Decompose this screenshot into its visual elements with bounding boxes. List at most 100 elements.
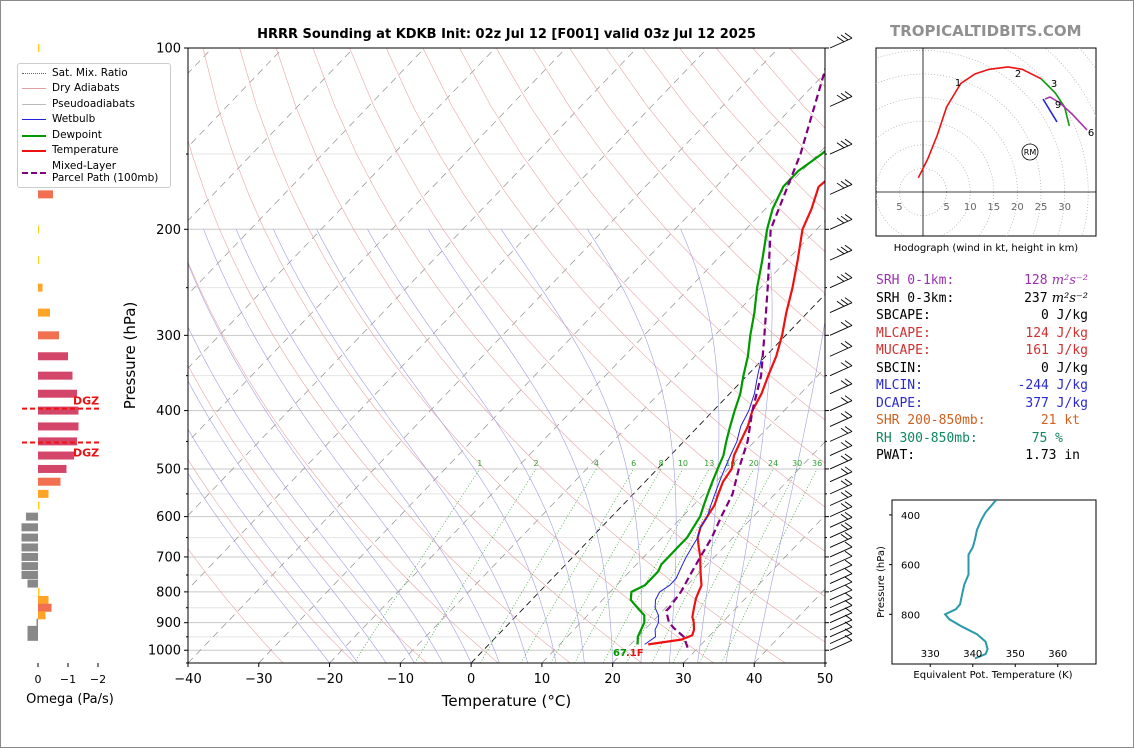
theta-e-y-tick-label: 600 — [901, 561, 920, 572]
stat-number: -244 — [1017, 378, 1049, 393]
wind-barb-shaft — [829, 184, 853, 195]
pseudoadiabat — [501, 229, 642, 663]
wind-barb-flag — [840, 215, 849, 222]
wind-barb-flag — [840, 513, 849, 520]
wind-barb-flag — [844, 320, 853, 326]
dry-adiabat — [569, 48, 825, 336]
wind-barb-shaft — [829, 431, 853, 442]
mixing-ratio-line — [414, 468, 537, 663]
stat-unit: m²s⁻² — [1047, 273, 1088, 288]
wind-barb-flag — [844, 440, 853, 446]
wind-barb-flag — [844, 628, 853, 635]
dry-adiabat — [532, 48, 825, 378]
mixing-ratio-line — [721, 468, 818, 663]
omega-bar — [38, 603, 52, 612]
omega-bar — [38, 477, 61, 486]
omega-bar — [27, 632, 38, 641]
wind-barb-shaft — [829, 277, 853, 289]
wind-barb-flag — [844, 621, 853, 628]
wind-barb-shaft — [829, 458, 853, 470]
stat-unit: J/kg — [1048, 378, 1088, 393]
wind-barb-flag — [844, 395, 853, 402]
wind-barb-shaft — [829, 546, 853, 558]
isotherm — [258, 72, 825, 663]
stat-label: PWAT: — [876, 448, 916, 463]
pseudoadiabat — [188, 428, 359, 663]
wind-barb-shaft — [829, 416, 853, 427]
stat-row: PWAT: 1.73 in — [876, 447, 1116, 465]
surface-temp-label: .1F — [626, 648, 644, 659]
dry-adiabat — [188, 548, 284, 663]
dry-adiabat — [188, 138, 571, 663]
omega-bar — [27, 579, 38, 588]
wind-barb-flag — [840, 412, 849, 419]
wind-barb-shaft — [829, 639, 853, 651]
wind-barb-shaft — [829, 345, 853, 357]
stat-value: 161 J/kg — [1025, 342, 1088, 360]
wind-barb-shaft — [829, 626, 853, 638]
dry-adiabat — [312, 48, 825, 643]
wind-barb-flag — [836, 182, 845, 189]
pseudoadiabat — [188, 326, 415, 663]
legend-swatch-mixratio — [22, 73, 46, 74]
wind-barb-flag — [844, 532, 853, 538]
legend-swatch-pseudo — [22, 104, 46, 105]
wind-barb-flag — [844, 91, 853, 97]
stat-value: 0 J/kg — [1041, 360, 1088, 378]
hodograph-ring-label: 10 — [964, 202, 977, 213]
wetbulb-line — [644, 356, 763, 645]
wind-barb-flag — [844, 244, 853, 251]
pseudoadiabat — [316, 229, 557, 663]
wind-barb-shaft — [829, 537, 853, 548]
omega-bar — [21, 523, 38, 532]
omega-bar — [38, 437, 77, 446]
stat-row: DCAPE: 377 J/kg — [876, 395, 1116, 413]
wind-barb-flag — [836, 94, 845, 101]
pseudoadiabat — [428, 229, 613, 663]
dewpoint-line — [629, 149, 825, 645]
omega-bar — [38, 489, 49, 498]
hodograph-ring-label: 20 — [1011, 202, 1024, 213]
wind-barb-flag — [840, 299, 849, 305]
hodograph-height-label: 2 — [1015, 69, 1021, 80]
wind-barb-flag — [836, 248, 845, 255]
stat-unit: J/kg — [1048, 308, 1088, 323]
omega-bar — [38, 422, 79, 431]
wind-barb-shaft — [829, 495, 853, 506]
stat-row: MUCAPE: 161 J/kg — [876, 342, 1116, 360]
omega-x-tick-label: −2 — [90, 673, 106, 686]
stat-number: 377 — [1025, 395, 1049, 411]
wind-barb-shaft — [829, 143, 853, 155]
wind-barb-flag — [844, 478, 853, 485]
mixing-ratio-label: 4 — [594, 459, 599, 468]
omega-bar — [38, 256, 39, 265]
wind-barb-flag — [844, 541, 853, 548]
wind-barb-flag — [840, 427, 849, 434]
mixing-ratio-label: 13 — [704, 459, 714, 468]
stat-label: SRH 0-3km: — [876, 290, 955, 306]
mixing-ratio-label: 24 — [768, 459, 778, 468]
pseudoadiabat — [680, 229, 720, 663]
wind-barb-shaft — [829, 612, 853, 624]
wind-barb-flag — [844, 272, 853, 279]
wind-barb-flag — [836, 36, 845, 43]
y-axis-title: Pressure (hPa) — [121, 302, 139, 410]
stat-number: 21 — [1040, 413, 1057, 428]
brand-watermark: TROPICALTIDBITS.COM — [890, 22, 1082, 40]
wind-barb-flag — [844, 179, 853, 185]
x-tick-label: 50 — [817, 672, 834, 687]
wind-barb-shaft — [829, 302, 853, 313]
theta-e-x-tick-label: 350 — [1006, 649, 1025, 660]
theta-e-x-tick-label: 360 — [1048, 649, 1067, 660]
stat-number: 124 — [1025, 325, 1049, 341]
stat-unit: kt — [1056, 413, 1080, 428]
stat-number: 237 — [1024, 290, 1048, 306]
omega-x-tick-label: −1 — [60, 673, 76, 686]
stat-unit: J/kg — [1048, 343, 1088, 358]
hodograph-height-label: 6 — [1088, 128, 1094, 139]
legend-item-mixratio: Sat. Mix. Ratio — [52, 67, 128, 79]
wind-barb-flag — [836, 275, 845, 282]
chart-title: HRRR Sounding at KDKB Init: 02z Jul 12 [… — [257, 27, 756, 42]
